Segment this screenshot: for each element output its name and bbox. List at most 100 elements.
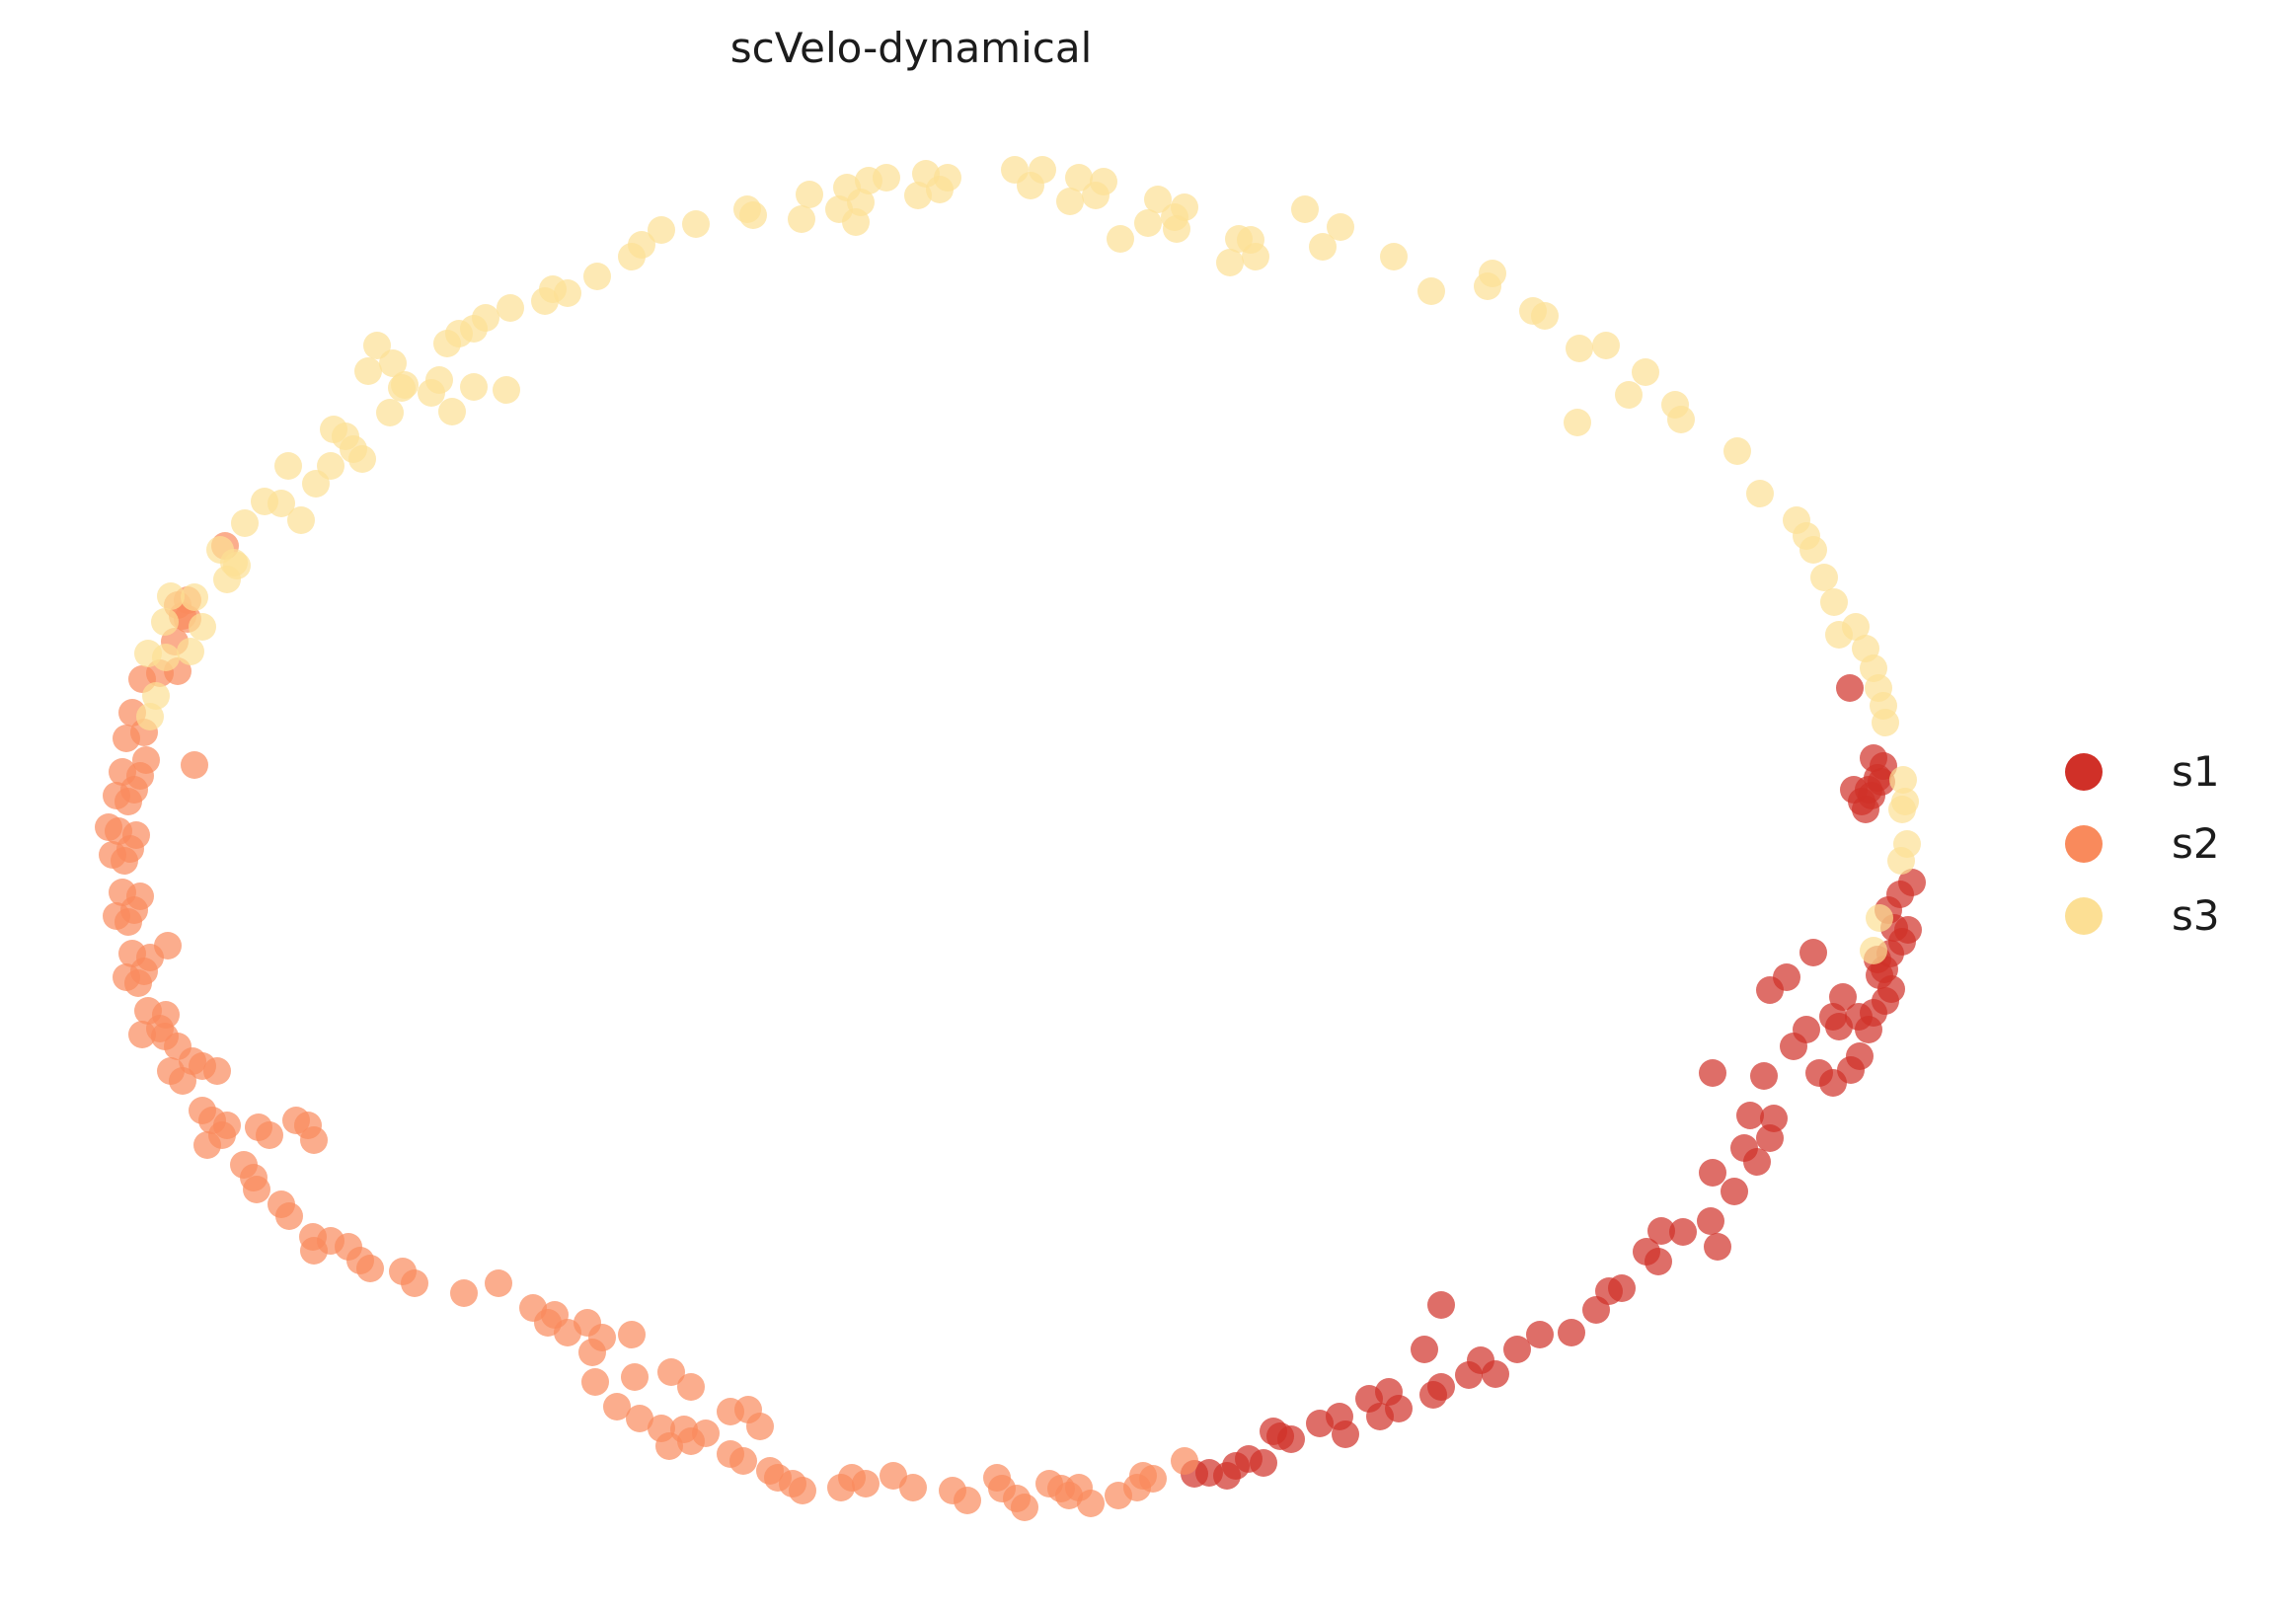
scatter-point <box>193 1131 221 1159</box>
scatter-point <box>1291 195 1319 223</box>
scatter-point <box>1886 881 1914 908</box>
scatter-point <box>1090 168 1117 195</box>
scatter-point <box>302 470 330 498</box>
scatter-point <box>899 1474 927 1501</box>
scatter-point <box>1793 1016 1820 1043</box>
scatter-point <box>126 883 154 910</box>
scatter-point <box>1181 1460 1208 1488</box>
scatter-point <box>1482 1360 1509 1388</box>
scatter-point <box>1195 1459 1223 1487</box>
scatter-point <box>1306 1410 1334 1437</box>
scatter-point <box>1877 975 1905 1003</box>
scatter-point <box>1237 226 1264 254</box>
scatter-point <box>1887 847 1915 875</box>
scatter-point <box>1825 1013 1853 1040</box>
scatter-point <box>1848 788 1875 815</box>
scatter-point <box>206 536 234 564</box>
scatter-point <box>1235 1445 1263 1473</box>
scatter-point <box>354 357 382 385</box>
scatter-point <box>1842 613 1870 641</box>
scatter-point <box>146 1015 174 1042</box>
scatter-point <box>460 315 488 343</box>
scatter-point <box>115 908 142 936</box>
scatter-point <box>1375 1378 1403 1406</box>
scatter-point <box>389 1258 417 1285</box>
scatter-point <box>116 835 144 863</box>
scatter-point <box>1056 188 1084 215</box>
scatter-point <box>1852 635 1879 662</box>
scatter-point <box>1805 1059 1833 1087</box>
scatter-point <box>450 1279 478 1307</box>
legend-item-s2: s2 <box>2065 807 2220 880</box>
scatter-point <box>934 164 961 192</box>
scatter-point <box>588 1324 616 1351</box>
scatter-point <box>789 1477 816 1504</box>
scatter-point <box>1837 1056 1865 1084</box>
scatter-point <box>1866 904 1893 932</box>
scatter-point <box>1820 588 1848 616</box>
scatter-point <box>1870 692 1897 720</box>
scatter-point <box>1750 1062 1778 1090</box>
scatter-point <box>1107 225 1134 253</box>
scatter-point <box>657 1358 685 1386</box>
scatter-point <box>1225 225 1253 253</box>
scatter-point <box>274 452 302 480</box>
scatter-point <box>203 1057 231 1085</box>
scatter-point <box>109 758 136 786</box>
scatter-point <box>142 682 170 710</box>
scatter-point <box>189 613 216 641</box>
scatter-point <box>788 205 815 233</box>
chart-title: scVelo-dynamical <box>729 24 1093 72</box>
scatter-point <box>1829 983 1857 1011</box>
scatter-point <box>174 586 201 614</box>
scatter-point <box>294 1112 322 1139</box>
scatter-point <box>130 719 158 746</box>
scatter-point <box>433 330 461 357</box>
scatter-point <box>1721 1178 1748 1205</box>
scatter-point <box>1608 1274 1636 1302</box>
scatter-point <box>231 509 259 537</box>
scatter-point <box>621 1363 649 1391</box>
scatter-point <box>157 582 185 610</box>
scatter-point <box>1250 1449 1277 1477</box>
scatter-point <box>1065 164 1093 192</box>
scatter-point <box>240 1164 268 1191</box>
scatter-point <box>1161 203 1188 231</box>
legend-label-s2: s2 <box>2172 818 2220 868</box>
scatter-point <box>1893 830 1921 858</box>
legend-item-s1: s1 <box>2065 735 2220 807</box>
scatter-point <box>1134 209 1162 237</box>
scatter-point <box>764 1464 792 1492</box>
scatter-point <box>1697 1207 1724 1235</box>
scatter-point <box>317 452 344 480</box>
scatter-point <box>243 1176 270 1203</box>
scatter-point <box>363 332 391 359</box>
scatter-point <box>1592 332 1620 359</box>
scatter-point <box>1860 744 1887 772</box>
scatter-point <box>282 1107 310 1134</box>
scatter-point <box>1868 768 1895 796</box>
scatter-point <box>1242 243 1269 270</box>
scatter-point <box>157 1057 185 1085</box>
scatter-point <box>189 1052 216 1080</box>
scatter-point <box>1047 1475 1075 1502</box>
scatter-point <box>1898 869 1926 896</box>
scatter-point <box>847 189 875 216</box>
scatter-point <box>275 1202 303 1230</box>
scatter-point <box>1840 776 1868 804</box>
scatter-point <box>825 195 853 223</box>
scatter-point <box>1479 260 1506 287</box>
scatter-point <box>734 1396 762 1423</box>
scatter-point <box>220 549 248 576</box>
scatter-point <box>1864 946 1891 973</box>
scatter-point <box>136 703 164 730</box>
scatter-point <box>1144 186 1172 213</box>
scatter-point <box>460 373 488 401</box>
scatter-point <box>1003 1485 1031 1512</box>
scatter-point <box>1876 940 1904 967</box>
scatter-point <box>717 1398 744 1425</box>
scatter-point <box>1327 213 1354 241</box>
scatter-point <box>1888 928 1916 956</box>
